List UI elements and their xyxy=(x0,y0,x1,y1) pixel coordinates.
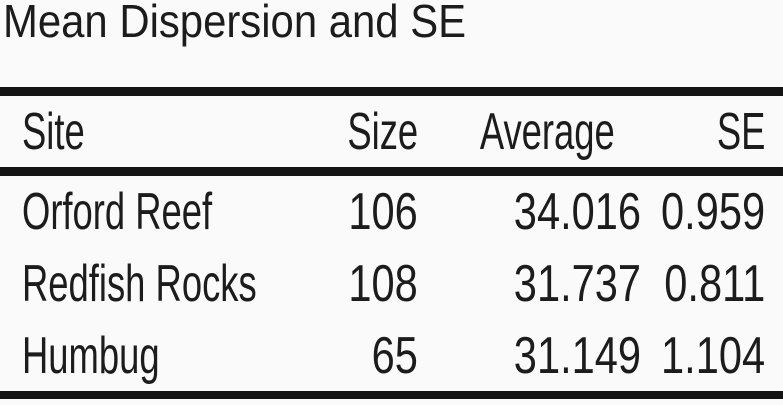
bottom-rule xyxy=(0,391,783,399)
se-value: 1.104 xyxy=(660,327,765,385)
cell-average: 31.149 xyxy=(418,320,641,392)
average-value: 31.149 xyxy=(513,327,641,385)
cell-size: 65 xyxy=(300,320,418,392)
cell-se: 0.811 xyxy=(641,248,783,320)
column-header-site: Site xyxy=(0,96,300,167)
se-value: 0.811 xyxy=(663,255,765,313)
size-value: 106 xyxy=(348,183,418,241)
site-value: Redfish Rocks xyxy=(22,255,257,313)
cell-average: 34.016 xyxy=(418,176,641,248)
average-value: 31.737 xyxy=(513,255,641,313)
report-title: Mean Dispersion and SE xyxy=(3,0,512,44)
cell-site: Orford Reef xyxy=(0,176,300,248)
cell-se: 0.959 xyxy=(641,176,783,248)
table-row: Humbug 65 31.149 1.104 xyxy=(0,320,783,392)
size-value: 108 xyxy=(348,255,418,313)
column-header-site-label: Site xyxy=(22,102,85,161)
header-rule xyxy=(0,167,783,176)
site-value: Humbug xyxy=(22,327,160,385)
cell-site: Humbug xyxy=(0,320,300,392)
average-value: 34.016 xyxy=(513,183,641,241)
cell-se: 1.104 xyxy=(641,320,783,392)
cell-site: Redfish Rocks xyxy=(0,248,300,320)
column-header-average-label: Average xyxy=(480,102,615,161)
cell-average: 31.737 xyxy=(418,248,641,320)
report-title-text: Mean Dispersion and SE xyxy=(3,0,467,47)
top-rule xyxy=(0,87,783,96)
column-header-average: Average xyxy=(418,96,641,167)
se-value: 0.959 xyxy=(660,183,765,241)
column-header-se: SE xyxy=(641,96,783,167)
column-header-se-label: SE xyxy=(716,102,765,161)
site-value: Orford Reef xyxy=(22,183,213,241)
table-row: Redfish Rocks 108 31.737 0.811 xyxy=(0,248,783,320)
table-header-row: Site Size Average SE xyxy=(0,96,783,167)
cell-size: 108 xyxy=(300,248,418,320)
column-header-size: Size xyxy=(300,96,418,167)
column-header-size-label: Size xyxy=(347,102,418,161)
cell-size: 106 xyxy=(300,176,418,248)
size-value: 65 xyxy=(371,327,418,385)
table-row: Orford Reef 106 34.016 0.959 xyxy=(0,176,783,248)
